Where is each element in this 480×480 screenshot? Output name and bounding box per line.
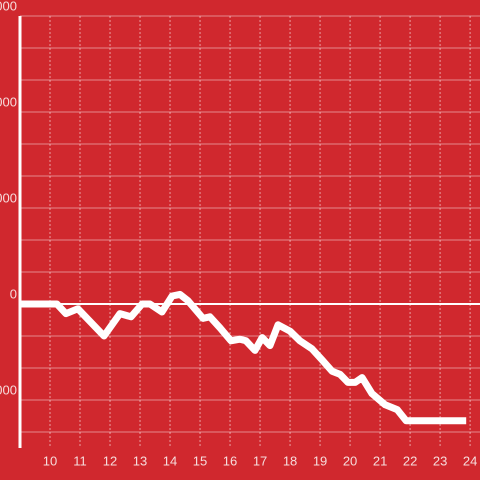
y-tick-label: 3,000	[0, 190, 17, 205]
y-tick-label: 9,000	[0, 0, 17, 13]
x-tick-label: 22	[403, 453, 417, 468]
x-tick-label: 17	[253, 453, 267, 468]
x-tick-label: 21	[373, 453, 387, 468]
x-tick-label: 11	[73, 453, 87, 468]
x-tick-label: 23	[433, 453, 447, 468]
x-tick-label: 14	[163, 453, 177, 468]
y-tick-label: 0	[10, 286, 17, 301]
y-tick-label: 6,000	[0, 94, 17, 109]
x-tick-label: 16	[223, 453, 237, 468]
x-tick-label: 10	[43, 453, 57, 468]
line-series	[20, 290, 467, 425]
y-tick-label: -3,000	[0, 382, 17, 397]
x-tick-label: 18	[283, 453, 297, 468]
x-tick-label: 12	[103, 453, 117, 468]
x-tick-label: 13	[133, 453, 147, 468]
x-tick-label: 20	[343, 453, 357, 468]
x-tick-label: 19	[313, 453, 327, 468]
x-tick-label: 15	[193, 453, 207, 468]
x-tick-label: 24	[463, 453, 477, 468]
